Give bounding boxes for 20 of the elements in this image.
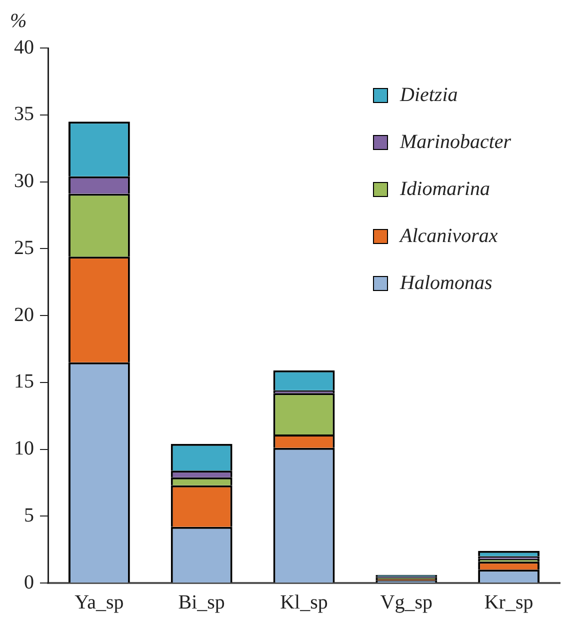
y-tick-label: 10: [14, 438, 34, 460]
y-tick-label: 15: [14, 370, 34, 393]
x-tick-label: Kr_sp: [484, 591, 534, 614]
x-tick-label: Vg_sp: [380, 591, 433, 614]
legend-label: Halomonas: [400, 272, 492, 294]
y-tick-label: 35: [14, 103, 34, 126]
y-tick-label: 40: [14, 36, 34, 58]
x-tick-label: Kl_sp: [280, 591, 328, 614]
x-tick-label: Bi_sp: [178, 591, 225, 614]
legend-label: Marinobacter: [400, 130, 512, 154]
y-tick-label: 0: [24, 571, 34, 594]
x-tick-label: Ya_sp: [74, 591, 124, 614]
y-axis-title: %: [10, 10, 27, 33]
y-tick-label: 25: [14, 236, 34, 259]
y-tick-label: 5: [24, 504, 34, 526]
legend-label: Idiomarina: [400, 178, 490, 200]
legend-label: Dietzia: [400, 84, 458, 106]
legend-label: Alcanivorax: [400, 224, 498, 248]
y-tick-label: 20: [14, 304, 34, 326]
y-tick-label: 30: [14, 170, 34, 192]
